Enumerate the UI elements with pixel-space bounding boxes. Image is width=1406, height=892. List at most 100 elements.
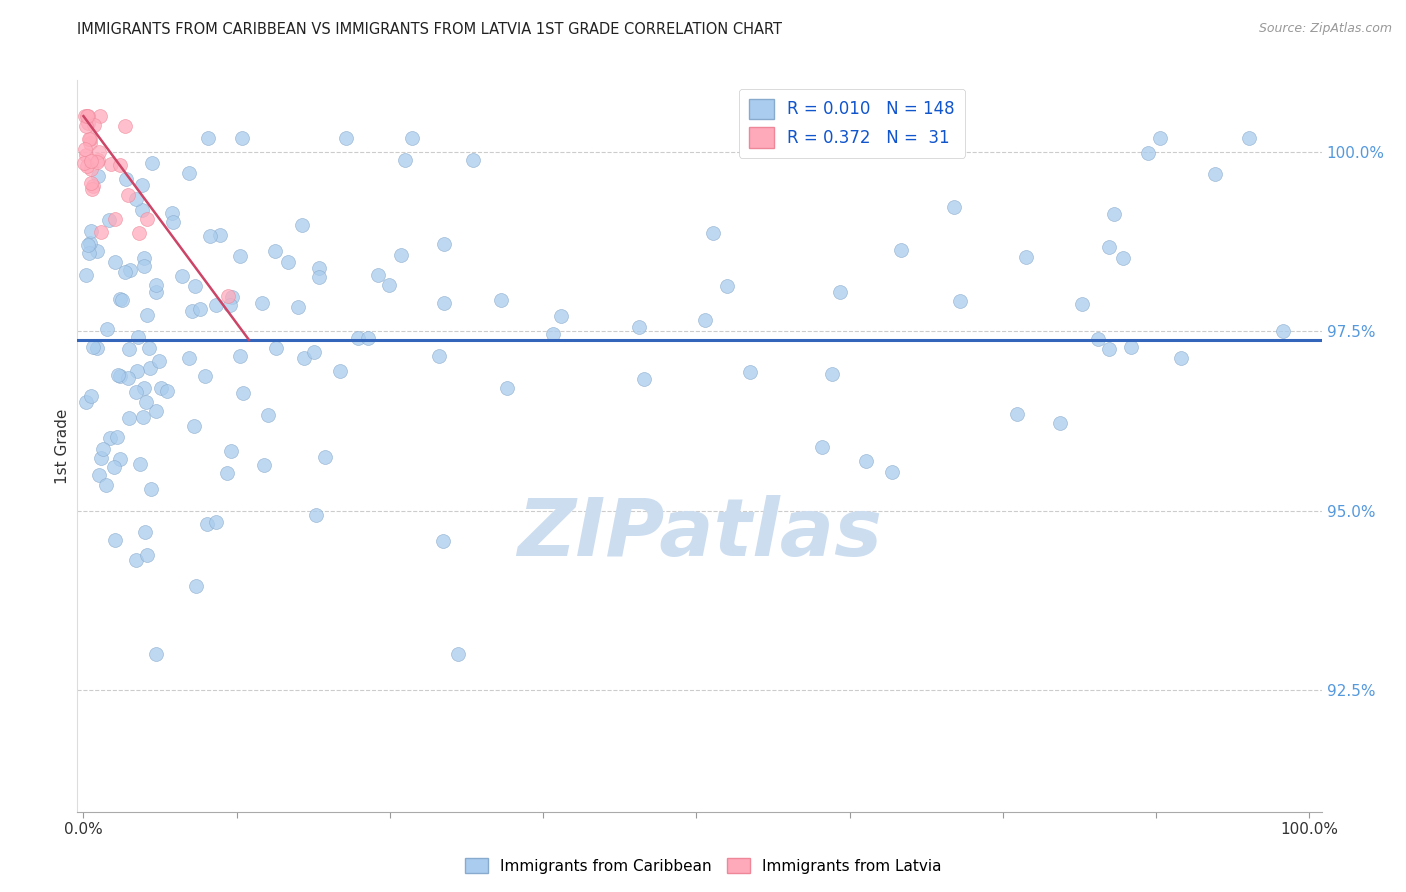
Y-axis label: 1st Grade: 1st Grade	[55, 409, 70, 483]
Point	[160, 205, 183, 219]
Point	[292, 351, 315, 365]
Point	[100, 157, 122, 171]
Point	[145, 285, 167, 299]
Point	[194, 369, 217, 384]
Point	[77, 246, 100, 260]
Point	[80, 223, 103, 237]
Point	[87, 468, 110, 483]
Point	[253, 458, 276, 473]
Point	[702, 226, 724, 240]
Point	[232, 385, 254, 400]
Point	[127, 364, 149, 378]
Point	[105, 430, 128, 444]
Point	[302, 345, 325, 359]
Point	[131, 202, 153, 217]
Point	[811, 440, 834, 454]
Point	[882, 465, 904, 479]
Point	[75, 119, 97, 133]
Point	[943, 200, 966, 214]
Point	[108, 451, 131, 466]
Point	[177, 351, 200, 366]
Point	[114, 119, 136, 133]
Point	[1272, 324, 1295, 338]
Text: IMMIGRANTS FROM CARIBBEAN VS IMMIGRANTS FROM LATVIA 1ST GRADE CORRELATION CHART: IMMIGRANTS FROM CARIBBEAN VS IMMIGRANTS …	[77, 22, 782, 37]
Point	[305, 508, 328, 523]
Point	[134, 251, 156, 265]
Point	[432, 534, 454, 549]
Point	[162, 215, 184, 229]
Point	[541, 327, 564, 342]
Legend: Immigrants from Caribbean, Immigrants from Latvia: Immigrants from Caribbean, Immigrants fr…	[458, 852, 948, 880]
Point	[432, 237, 454, 252]
Point	[135, 395, 157, 409]
Point	[145, 403, 167, 417]
Point	[198, 228, 221, 243]
Point	[205, 516, 228, 530]
Point	[347, 331, 370, 345]
Point	[73, 142, 96, 156]
Point	[308, 261, 330, 276]
Point	[1149, 130, 1171, 145]
Point	[1071, 296, 1094, 310]
Point	[118, 342, 141, 356]
Point	[96, 322, 118, 336]
Point	[82, 340, 104, 354]
Text: Source: ZipAtlas.com: Source: ZipAtlas.com	[1258, 22, 1392, 36]
Point	[141, 156, 163, 170]
Point	[138, 341, 160, 355]
Point	[150, 381, 173, 395]
Point	[1119, 340, 1142, 354]
Text: ZIPatlas: ZIPatlas	[517, 495, 882, 573]
Point	[1098, 343, 1121, 357]
Point	[550, 309, 572, 323]
Point	[136, 308, 159, 322]
Point	[135, 548, 157, 562]
Point	[177, 166, 200, 180]
Point	[716, 279, 738, 293]
Point	[104, 533, 127, 547]
Point	[79, 136, 101, 151]
Point	[695, 312, 717, 326]
Point	[75, 395, 97, 409]
Point	[120, 263, 142, 277]
Point	[132, 260, 155, 274]
Point	[108, 158, 131, 172]
Point	[73, 156, 96, 170]
Point	[264, 341, 287, 355]
Point	[308, 269, 330, 284]
Point	[1137, 145, 1160, 160]
Point	[250, 296, 273, 310]
Point	[125, 385, 148, 400]
Point	[287, 300, 309, 314]
Point	[1087, 332, 1109, 346]
Point	[628, 320, 651, 334]
Point	[80, 181, 103, 195]
Point	[205, 298, 228, 312]
Point	[394, 153, 416, 168]
Point	[633, 372, 655, 386]
Point	[118, 411, 141, 425]
Point	[132, 380, 155, 394]
Point	[231, 130, 253, 145]
Point	[114, 265, 136, 279]
Point	[107, 368, 129, 383]
Point	[87, 169, 110, 183]
Point	[890, 243, 912, 257]
Point	[103, 460, 125, 475]
Point	[184, 579, 207, 593]
Point	[131, 410, 153, 425]
Point	[1098, 240, 1121, 254]
Point	[197, 130, 219, 145]
Point	[335, 130, 357, 145]
Legend: R = 0.010   N = 148, R = 0.372   N =  31: R = 0.010 N = 148, R = 0.372 N = 31	[740, 88, 965, 158]
Point	[131, 178, 153, 192]
Point	[104, 212, 127, 227]
Point	[89, 225, 111, 239]
Point	[138, 360, 160, 375]
Point	[1104, 207, 1126, 221]
Point	[215, 467, 238, 481]
Point	[83, 118, 105, 132]
Point	[98, 431, 121, 445]
Point	[433, 296, 456, 310]
Point	[855, 453, 877, 467]
